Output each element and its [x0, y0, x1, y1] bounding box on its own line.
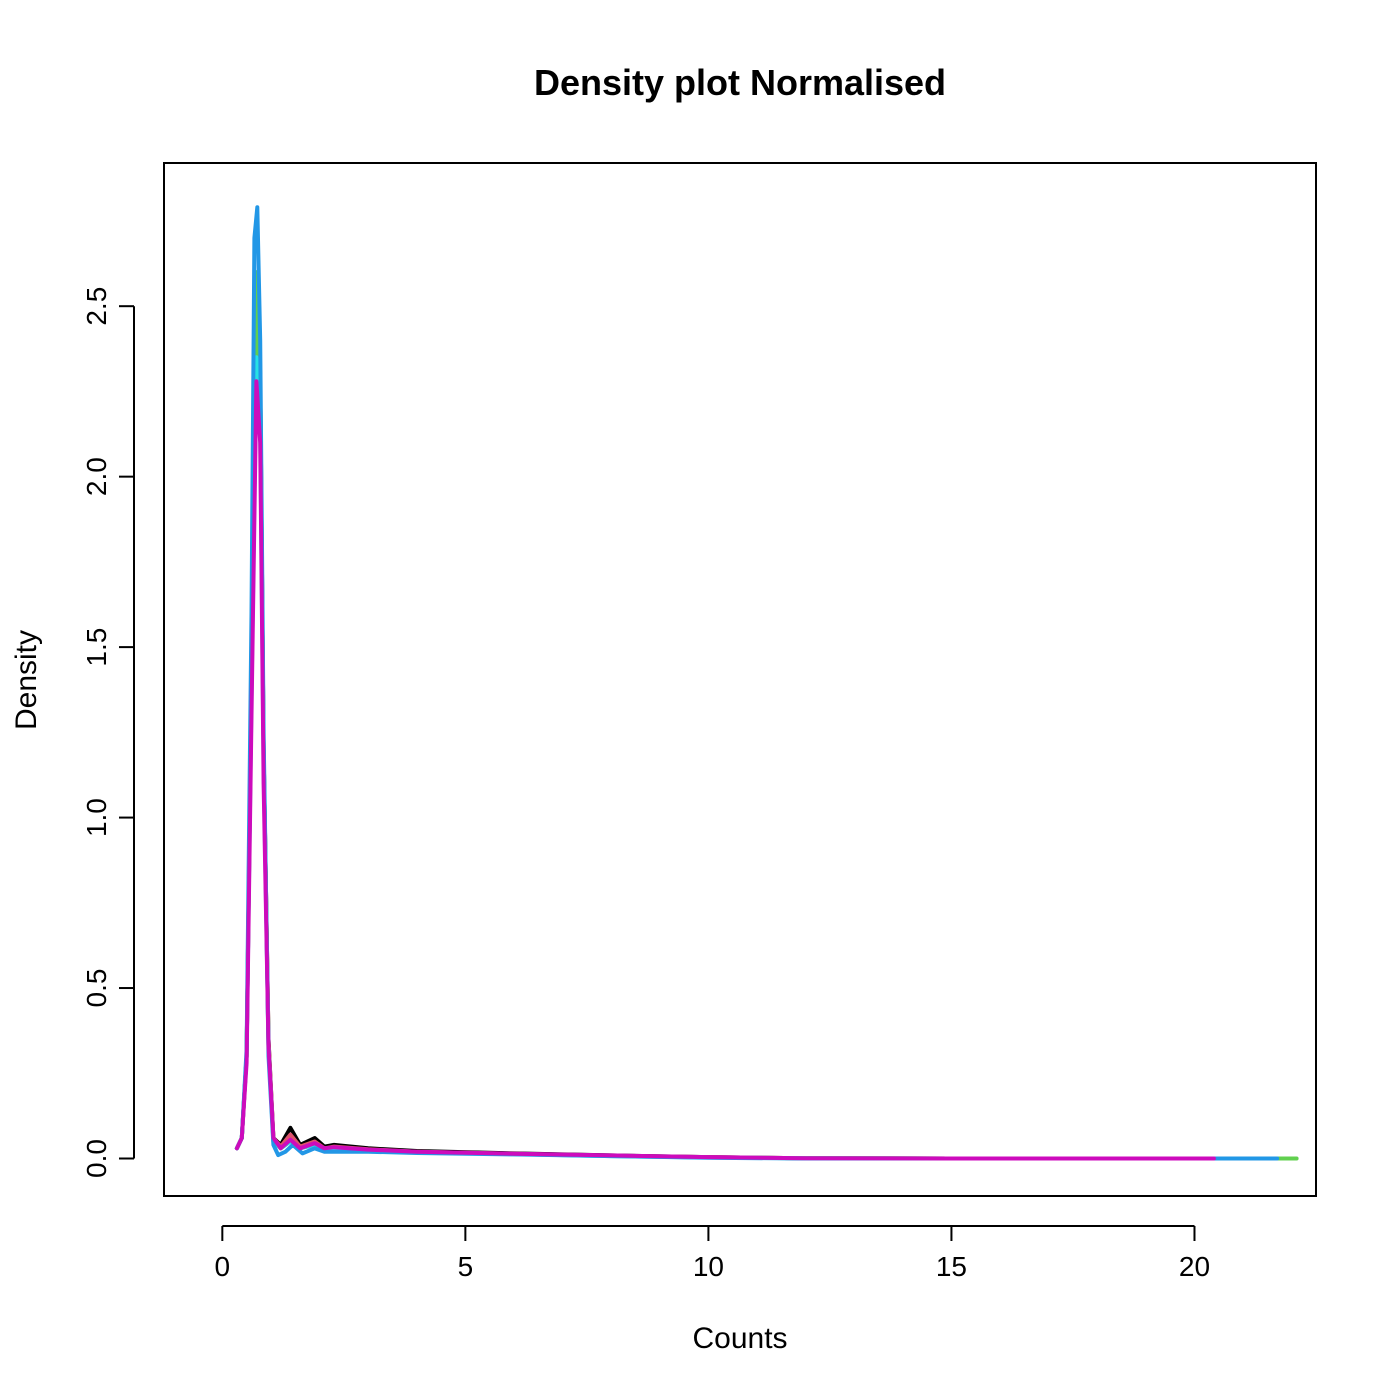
x-tick-label: 10: [693, 1251, 724, 1282]
chart-title: Density plot Normalised: [534, 62, 946, 103]
y-tick-label: 1.0: [81, 798, 112, 837]
x-axis-label: Counts: [692, 1322, 787, 1355]
y-tick-label: 0.0: [81, 1139, 112, 1178]
x-axis: 0 5 10 15 20: [215, 1225, 1210, 1282]
plot-frame: [163, 162, 1317, 1197]
density-curve-6: [234, 379, 1216, 1161]
y-tick-label: 1.5: [81, 628, 112, 667]
y-tick-label: 2.0: [81, 457, 112, 496]
x-tick-label: 20: [1179, 1251, 1210, 1282]
x-tick-label: 0: [215, 1251, 231, 1282]
x-tick-label: 15: [936, 1251, 967, 1282]
y-tick-label: 2.5: [81, 287, 112, 326]
density-curve-3: [234, 270, 1299, 1161]
density-curve-2: [234, 304, 1221, 1161]
density-curve-1: [234, 287, 1216, 1161]
series-layer: [234, 205, 1299, 1161]
density-curve-4: [234, 355, 1275, 1161]
y-axis-label: Density: [10, 630, 43, 730]
x-tick-label: 5: [458, 1251, 474, 1282]
y-axis: 0.0 0.5 1.0 1.5 2.0 2.5: [81, 287, 135, 1178]
y-tick-label: 0.5: [81, 969, 112, 1008]
density-curve-5: [234, 205, 1280, 1161]
